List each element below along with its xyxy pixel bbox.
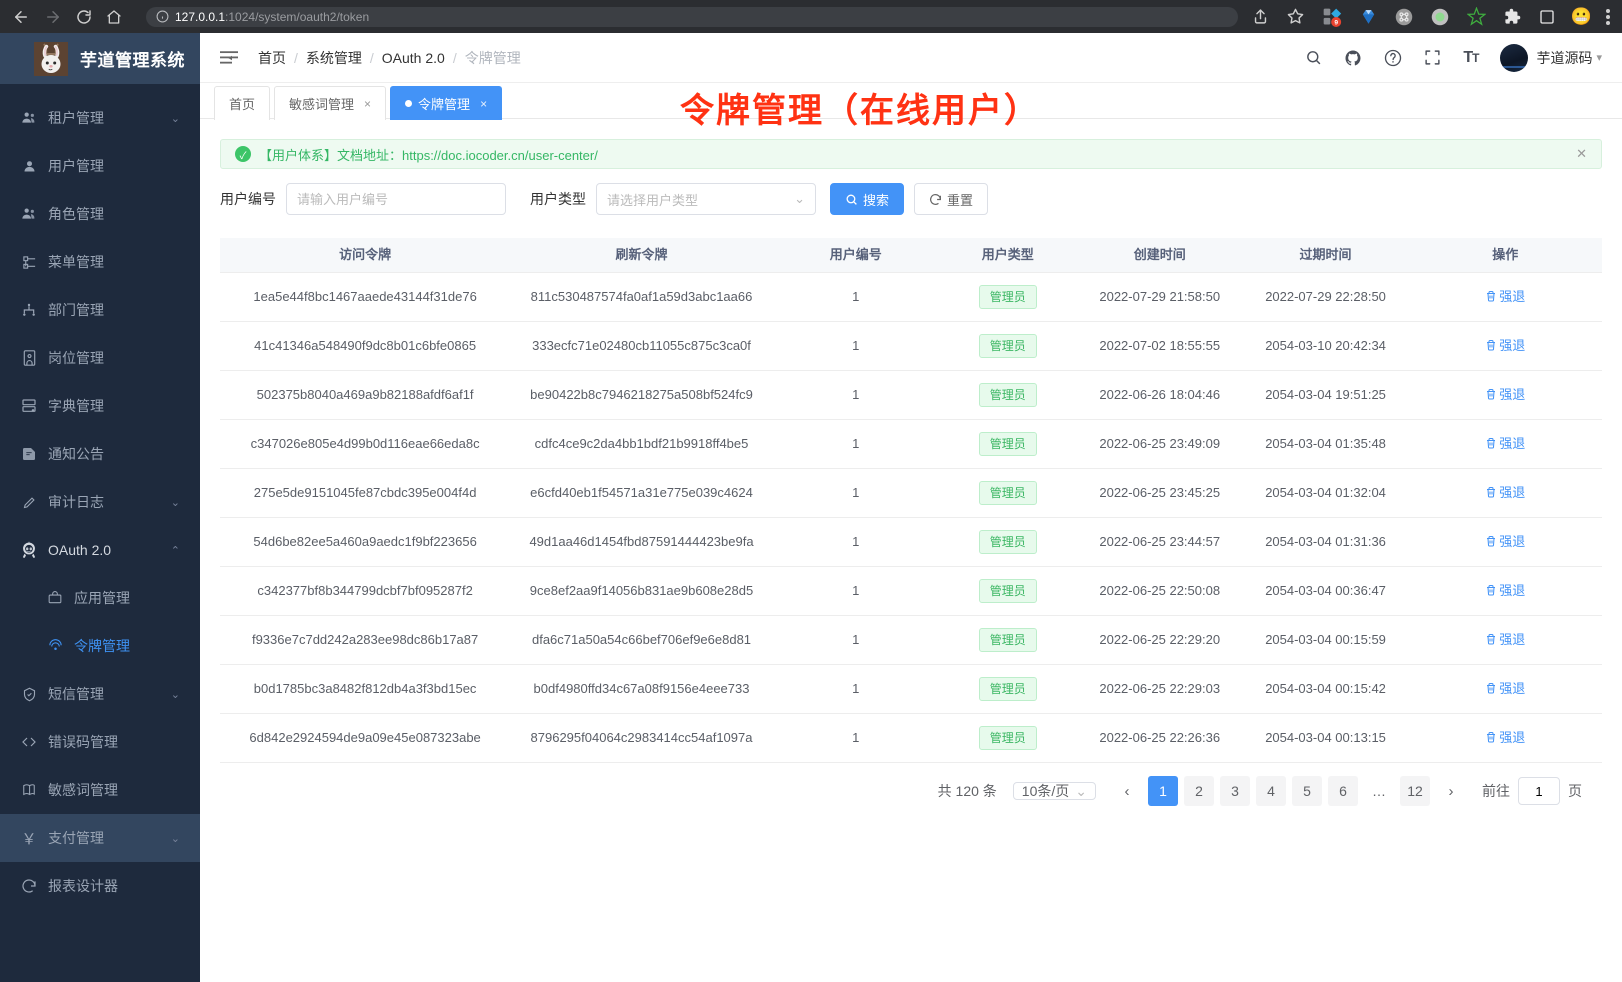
svg-text:9: 9 [1334,19,1338,26]
